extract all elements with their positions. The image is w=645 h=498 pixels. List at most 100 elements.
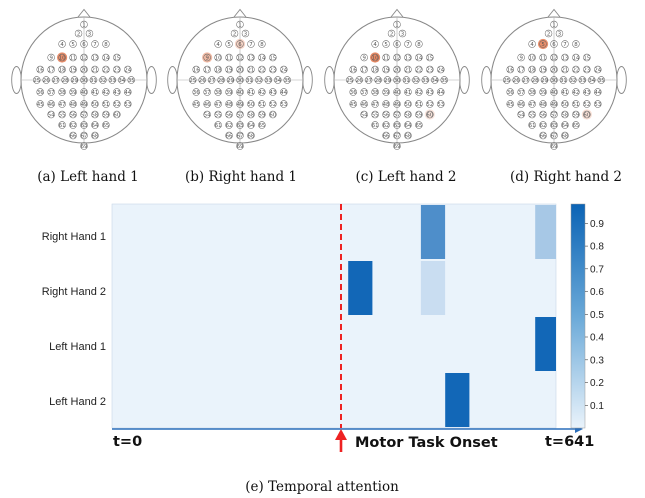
electrode-number: 53 (124, 102, 131, 108)
electrode-number: 15 (269, 55, 276, 61)
electrode (203, 65, 211, 74)
electrode (108, 76, 117, 84)
electrode-number: 39 (226, 90, 233, 96)
electrode (517, 110, 525, 119)
electrode (559, 76, 568, 84)
electrode-number: 48 (383, 102, 390, 108)
electrode-number: 22 (415, 67, 422, 73)
electrode (415, 40, 423, 48)
electrode-number: 3 (244, 31, 247, 37)
electrode (69, 131, 77, 140)
electrode (382, 121, 390, 129)
electrode-number: 55 (529, 112, 536, 118)
electrode (91, 110, 99, 119)
electrode-number: 64 (248, 123, 255, 129)
electrode-number: 58 (405, 112, 412, 118)
nose (77, 8, 91, 18)
electrode-number: 30 (81, 78, 88, 84)
electrode (36, 88, 44, 96)
electrode-number: 15 (113, 55, 120, 61)
electrode (258, 100, 266, 108)
electrode (415, 65, 423, 74)
electrode-number: 30 (551, 78, 558, 84)
electrode (236, 53, 244, 62)
electrode (236, 100, 244, 108)
electrode (528, 110, 536, 119)
electrode-number: 41 (248, 90, 255, 96)
electrode-number: 39 (383, 90, 390, 96)
electrode-number: 38 (372, 90, 379, 96)
electrode-number: 44 (437, 90, 444, 96)
electrode-number: 34 (431, 78, 438, 84)
electrode (214, 65, 222, 74)
electrode (393, 53, 401, 62)
electrode-number: 67 (237, 133, 244, 139)
nose (233, 8, 247, 18)
colorbar-tick-label: 0.8 (590, 242, 604, 253)
electrode (539, 100, 547, 108)
electrode (578, 76, 587, 84)
electrode-number: 20 (237, 67, 244, 73)
electrode (258, 40, 266, 48)
electrode-number: 13 (562, 55, 569, 61)
colorbar (570, 203, 586, 429)
electrode (517, 100, 525, 108)
electrode-number: 13 (248, 55, 255, 61)
electrode (506, 88, 514, 96)
electrode-number: 9 (205, 55, 209, 61)
electrode (426, 100, 434, 108)
electrode-number: 10 (529, 55, 536, 61)
electrode-number: 59 (102, 112, 109, 118)
electrode-number: 11 (383, 55, 390, 61)
electrode-number: 66 (70, 133, 77, 139)
electrode (47, 110, 55, 119)
electrode (280, 65, 288, 74)
electrode-number: 65 (572, 123, 579, 129)
electrode-number: 4 (373, 42, 377, 48)
electrode-number: 50 (248, 102, 255, 108)
electrode (404, 100, 412, 108)
electrode (80, 110, 88, 119)
electrode-number: 2 (77, 31, 80, 37)
electrode-number: 54 (361, 112, 368, 118)
electrode (528, 88, 536, 96)
electrode (550, 131, 558, 140)
electrode (393, 20, 401, 29)
electrode (539, 110, 547, 119)
electrode (393, 76, 401, 84)
electrode-number: 45 (350, 102, 357, 108)
electrode (47, 53, 55, 62)
electrode-number: 17 (361, 67, 368, 73)
electrode (258, 53, 266, 62)
electrode-number: 27 (52, 78, 59, 84)
electrode (528, 53, 536, 62)
electrode (58, 53, 66, 62)
electrode (506, 100, 514, 108)
electrode (283, 76, 291, 84)
electrode (404, 53, 412, 62)
electrode-number: 1 (552, 22, 555, 28)
electrode-number: 51 (102, 102, 109, 108)
electrode-number: 43 (269, 90, 276, 96)
electrode-number: 5 (541, 42, 544, 48)
electrode-number: 18 (59, 67, 66, 73)
electrode-number: 47 (372, 102, 379, 108)
electrode-number: 26 (513, 78, 520, 84)
electrode-number: 62 (540, 123, 547, 129)
electrode (349, 88, 357, 96)
electrode-number: 60 (269, 112, 276, 118)
electrode-number: 41 (562, 90, 569, 96)
electrode (387, 29, 396, 38)
heatmap-caption: (e) Temporal attention (245, 479, 399, 495)
electrode-number: 30 (237, 78, 244, 84)
electrode-number: 22 (572, 67, 579, 73)
electrode-number: 24 (437, 67, 444, 73)
electrode-number: 39 (540, 90, 547, 96)
electrode-number: 67 (394, 133, 401, 139)
electrode (214, 110, 222, 119)
electrode-number: 18 (372, 67, 379, 73)
electrode (503, 76, 511, 84)
electrode (225, 131, 233, 140)
electrode (236, 131, 244, 140)
electrode-number: 49 (394, 102, 401, 108)
